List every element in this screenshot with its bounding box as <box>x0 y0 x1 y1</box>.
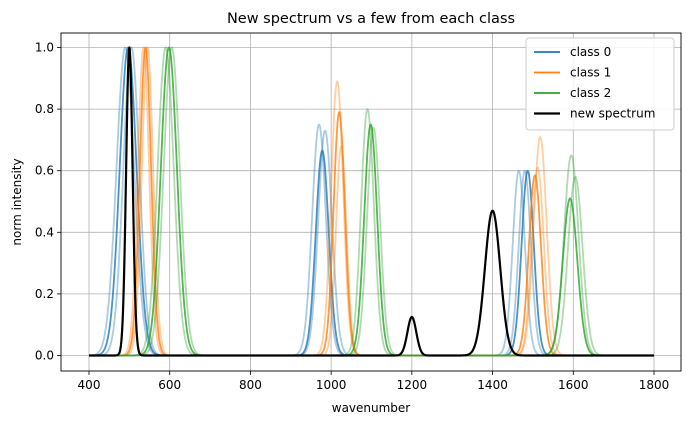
x-tick-label: 1400 <box>477 378 508 392</box>
plot-area <box>88 46 655 357</box>
legend: class 0 class 1 class 2 new spectrum <box>525 37 675 131</box>
y-tick-label: 0.6 <box>35 164 54 178</box>
y-tick-label: 1.0 <box>35 41 54 55</box>
series-line-8 <box>88 46 655 357</box>
x-tick-label: 1800 <box>639 378 670 392</box>
x-tick-label: 1000 <box>316 378 347 392</box>
axes-frame <box>60 32 682 372</box>
legend-label: class 0 <box>570 45 611 59</box>
chart-title: New spectrum vs a few from each class <box>227 11 515 27</box>
series-line-9 <box>88 46 655 357</box>
y-tick-label: 0.2 <box>35 287 54 301</box>
axis-ticks: 400 600 800 1000 1200 1400 1600 1800 0.0 0.2 0.4 0.… <box>35 41 669 393</box>
legend-label: class 2 <box>570 86 611 100</box>
x-tick-label: 600 <box>158 378 181 392</box>
y-tick-label: 0.0 <box>35 349 54 363</box>
y-tick-label: 0.8 <box>35 102 54 116</box>
legend-label: new spectrum <box>570 107 655 121</box>
legend-box <box>525 37 675 131</box>
x-tick-label: 1600 <box>558 378 589 392</box>
x-axis-label: wavenumber <box>332 401 411 415</box>
y-tick-label: 0.4 <box>35 225 54 239</box>
x-tick-label: 1200 <box>397 378 428 392</box>
y-axis-label: norm intensity <box>10 158 24 245</box>
series-line-10 <box>88 46 655 357</box>
x-tick-label: 400 <box>78 378 101 392</box>
x-tick-label: 800 <box>239 378 262 392</box>
legend-label: class 1 <box>570 66 611 80</box>
